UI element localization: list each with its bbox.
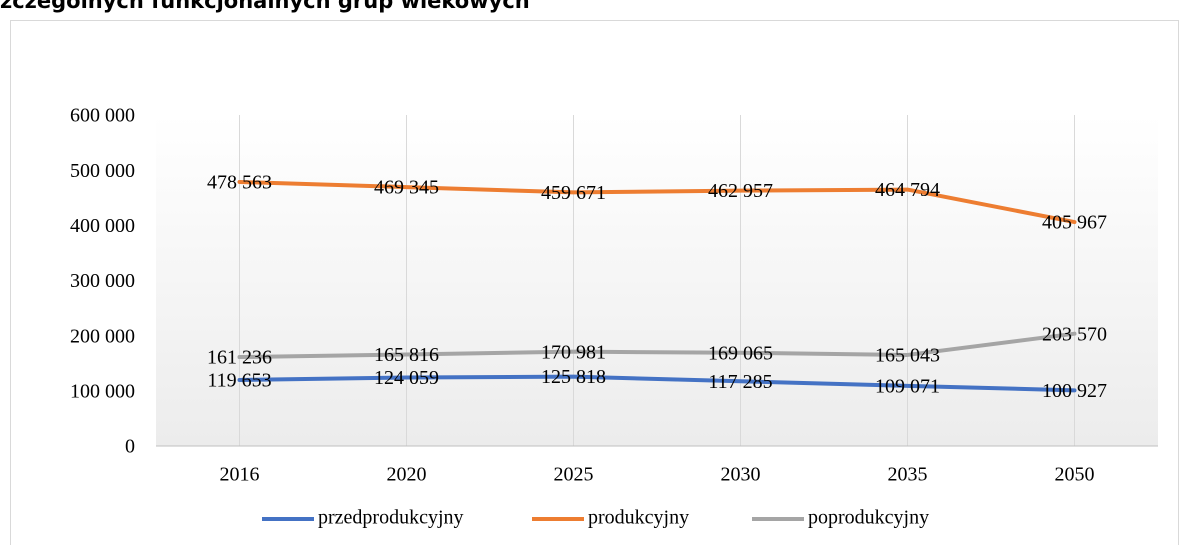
x-tick-label: 2020 — [387, 464, 427, 486]
data-label: 124 059 — [374, 367, 439, 389]
data-label: 203 570 — [1042, 323, 1107, 345]
line-series — [237, 179, 1077, 225]
y-tick-label: 0 — [125, 436, 135, 458]
y-tick-label: 600 000 — [70, 105, 135, 127]
legend-label: poprodukcyjny — [808, 507, 929, 529]
chart-title: zczególnych funkcjonalnych grup wiekowyc… — [0, 0, 530, 13]
y-tick-label: 500 000 — [70, 160, 135, 182]
x-tick-label: 2030 — [721, 464, 761, 486]
data-label: 100 927 — [1042, 380, 1107, 402]
data-label: 169 065 — [708, 342, 773, 364]
legend-label: produkcyjny — [588, 507, 689, 529]
data-label: 469 345 — [374, 177, 439, 199]
x-tick-label: 2050 — [1055, 464, 1095, 486]
plot-area — [156, 115, 1158, 446]
data-label: 125 818 — [541, 366, 606, 388]
data-label: 462 957 — [708, 180, 773, 202]
y-tick-label: 100 000 — [70, 380, 135, 402]
y-tick-label: 300 000 — [70, 270, 135, 292]
legend-label: przedprodukcyjny — [318, 507, 464, 529]
data-label: 119 653 — [207, 370, 271, 392]
data-label: 464 794 — [875, 179, 940, 201]
data-label: 165 816 — [374, 344, 439, 366]
line-series — [237, 374, 1077, 393]
data-label: 459 671 — [541, 182, 606, 204]
x-tick-label: 2035 — [888, 464, 928, 486]
y-tick-label: 400 000 — [70, 215, 135, 237]
line-series — [237, 331, 1077, 360]
data-label: 478 563 — [207, 172, 272, 194]
x-tick-label: 2016 — [220, 464, 260, 486]
data-label: 165 043 — [875, 345, 940, 367]
y-tick-label: 200 000 — [70, 325, 135, 347]
data-label: 109 071 — [875, 375, 940, 397]
data-label: 117 285 — [708, 371, 772, 393]
x-tick-label: 2025 — [554, 464, 594, 486]
data-label: 170 981 — [541, 341, 606, 363]
data-label: 405 967 — [1042, 212, 1107, 234]
data-label: 161 236 — [207, 347, 272, 369]
